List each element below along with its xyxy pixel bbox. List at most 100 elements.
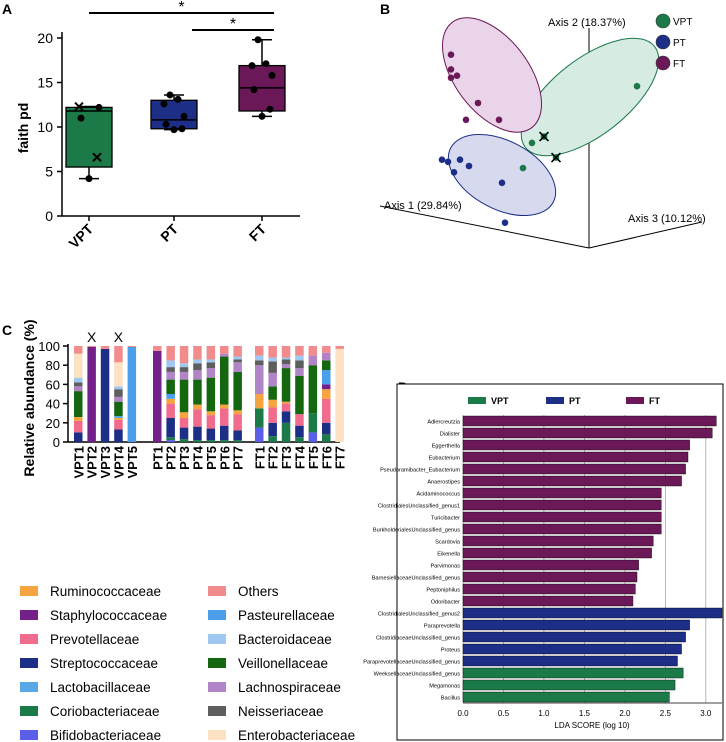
legend-swatch-ruminococcaceae (20, 586, 38, 596)
bar-segment-bacteroidaceae (281, 357, 291, 360)
data-point (166, 91, 174, 99)
legend-swatch-vpt (655, 13, 671, 29)
bar-segment-lachnospiraceae (233, 362, 242, 372)
legend-swatch-prevotellaceae (20, 634, 38, 644)
bar-segment-streptococcaceae (268, 422, 277, 437)
bar-segment-lachnospiraceae (114, 396, 123, 402)
bar-segment-bacteroidaceae (166, 360, 175, 368)
legend-swatch-streptococcaceae (20, 658, 38, 668)
bar-segment-ruminococcaceae (255, 394, 264, 409)
pcoa-point-ft (474, 99, 482, 107)
bar-segment-bacteroidaceae (114, 386, 123, 390)
legend-label-ft: FT (673, 59, 685, 70)
bar-segment-bifidobacteriaceae (255, 427, 264, 442)
lda-bar-pt (462, 619, 690, 631)
bar-segment-staphylococcaceae (153, 350, 162, 442)
bar-segment-prevotellaceae (114, 419, 123, 430)
legend-swatch-others (208, 586, 226, 596)
bar-segment-lachnospiraceae (193, 370, 202, 380)
bar-segment-streptococcaceae (193, 426, 202, 441)
legend-swatch-bifidobacteriaceae (20, 730, 38, 740)
bar-segment-lachnospiraceae (281, 364, 291, 369)
lda-bar-label: Eikenella (437, 552, 461, 558)
x-tick-label: 2.5 (660, 709, 672, 718)
bar-segment-others (308, 346, 318, 356)
x-tick-label: 2.0 (619, 709, 631, 718)
data-point (248, 62, 256, 70)
bar-segment-coriobacteriaceae (166, 437, 175, 441)
y-tick-label: 0 (53, 435, 60, 450)
lda-bar-ft (462, 499, 662, 511)
bar-segment-veillonellaceae (308, 365, 318, 414)
data-point (174, 95, 182, 103)
sig-star: * (230, 16, 236, 33)
data-point (258, 112, 266, 120)
bar-segment-neisseriaceae (74, 382, 83, 387)
bar-segment-streptococcaceae (179, 427, 189, 440)
lda-bar-ft (462, 487, 662, 499)
lda-bar-ft (462, 559, 639, 571)
pcoa-point-vpt (633, 82, 641, 90)
bar-segment-coriobacteriaceae (255, 408, 264, 428)
bar-segment-pasteurellaceae (127, 346, 137, 442)
bar-segment-neisseriaceae (281, 359, 291, 365)
legend-label-vpt: VPT (673, 17, 692, 28)
bar-segment-veillonellaceae (233, 371, 242, 411)
bar-segment-staphylococcaceae (322, 384, 331, 390)
bar-segment-streptococcaceae (206, 428, 216, 441)
y-tick-label: 5 (45, 164, 53, 180)
bar-segment-coriobacteriaceae (179, 439, 189, 442)
sig-star: * (178, 0, 184, 16)
bar-segment-ruminococcaceae (281, 401, 291, 404)
lda-bar-ft (462, 511, 662, 523)
legend-swatch-veillonellaceae (208, 658, 226, 668)
lda-bar-label: Megamonas (429, 684, 460, 690)
pcoa-point-pt (444, 158, 452, 166)
sample-label: PT4 (190, 445, 205, 470)
bar-segment-veillonellaceae (295, 375, 304, 415)
bar-segment-neisseriaceae (268, 361, 277, 373)
box-pt (150, 99, 198, 130)
ellipse-ft (441, 17, 543, 133)
legend-swatch-pasteurellaceae (208, 610, 226, 620)
x-axis-title: LDA SCORE (log 10) (554, 721, 629, 730)
pcoa-point-ft (453, 72, 461, 79)
pcoa-point-pt (498, 179, 506, 187)
bar-segment-enterobacteriaceae (335, 348, 344, 442)
bar-segment-bacteroidaceae (179, 363, 189, 368)
axis-1-label: Axis 1 (29.84%) (384, 200, 462, 212)
bar-segment-others (87, 346, 96, 347)
legend-label-others: Others (238, 584, 279, 599)
y-axis-title: faith pd (15, 103, 31, 154)
lda-bar-vpt (462, 667, 684, 679)
bar-segment-others (206, 346, 216, 360)
bar-segment-prevotellaceae (166, 403, 175, 418)
bar-segment-coriobacteriaceae (220, 440, 229, 442)
lda-bar-label: Acidaminococcus (416, 492, 460, 498)
bar-segment-bifidobacteriaceae (166, 440, 175, 442)
legend-label-ft: FT (649, 396, 660, 406)
lda-bar-pt (462, 631, 686, 643)
bar-segment-lachnospiraceae (74, 386, 83, 392)
lda-bar-pt (462, 607, 723, 619)
excluded-point (538, 131, 550, 142)
data-point (162, 120, 170, 128)
legend-swatch-lactobacillaceae (20, 682, 38, 692)
bar-segment-others (220, 346, 229, 354)
bar-segment-streptococcaceae (281, 411, 291, 423)
lda-bar-ft (462, 583, 636, 595)
lda-bar-vpt (462, 679, 676, 691)
pcoa-point-pt (438, 156, 446, 163)
y-axis-title: Relative abundance (%) (21, 319, 37, 476)
bar-segment-others (153, 346, 162, 351)
excluded-point (92, 152, 102, 162)
lda-bar-ft (462, 547, 652, 559)
sample-label: PT2 (164, 446, 179, 470)
x-tick-label: 0.0 (457, 709, 469, 718)
pcoa-point-vpt (519, 164, 527, 172)
bar-segment-prevotellaceae (220, 408, 229, 426)
legend-swatch-ft (655, 55, 671, 71)
bar-segment-ruminococcaceae (193, 404, 202, 410)
bar-segment-lactobacillaceae (114, 416, 123, 418)
bar-segment-lachnospiraceae (255, 365, 264, 394)
